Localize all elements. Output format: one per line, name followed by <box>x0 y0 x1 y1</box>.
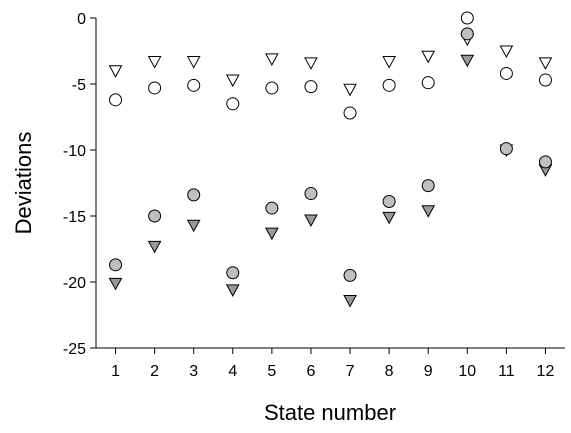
x-tick-label: 8 <box>385 363 394 380</box>
triangle-marker <box>382 211 396 225</box>
x-tick-label: 5 <box>267 363 276 380</box>
x-tick-label: 6 <box>307 363 316 380</box>
circle-marker <box>460 27 474 41</box>
x-tick-label: 4 <box>228 363 237 380</box>
circle-marker <box>538 73 552 87</box>
triangle-marker <box>186 219 201 233</box>
circle-marker <box>109 93 123 107</box>
circle-marker <box>499 142 513 156</box>
circle-marker <box>421 179 435 193</box>
data-points <box>108 11 553 308</box>
triangle-marker <box>147 240 162 254</box>
x-tick-label: 7 <box>346 363 355 380</box>
y-tick-label: -15 <box>63 209 86 226</box>
circle-marker <box>538 155 552 169</box>
circle-marker <box>187 188 201 202</box>
circle-marker <box>304 80 318 94</box>
triangle-marker <box>147 56 162 69</box>
axes: 0-5-10-15-20-251 2 3 4 5 6 7 8 9 10 11 12 <box>63 11 565 380</box>
triangle-marker <box>304 57 318 70</box>
circle-marker <box>265 201 279 215</box>
triangle-marker <box>265 53 279 66</box>
circle-marker <box>343 268 357 282</box>
y-tick-label: -20 <box>63 275 86 292</box>
triangle-marker <box>343 83 357 97</box>
circle-marker <box>109 258 123 272</box>
circle-marker <box>148 81 162 95</box>
triangle-marker <box>382 56 396 69</box>
x-axis-title: State number <box>264 400 396 425</box>
x-tick-label: 3 <box>189 363 198 380</box>
y-tick-label: -5 <box>72 77 86 94</box>
circle-marker <box>265 81 279 95</box>
triangle-marker <box>265 227 279 241</box>
triangle-marker <box>538 57 553 70</box>
y-axis-title: Deviations <box>11 132 36 235</box>
x-tick-label: 9 <box>424 363 433 380</box>
circle-marker <box>226 97 240 111</box>
triangle-marker <box>304 214 318 228</box>
triangle-marker <box>108 277 123 291</box>
circle-marker <box>382 78 396 92</box>
triangle-marker <box>499 45 514 59</box>
circle-marker <box>187 78 201 92</box>
triangle-marker <box>108 65 123 78</box>
x-tick-label: 11 <box>498 363 515 380</box>
triangle-marker <box>186 56 201 69</box>
y-tick-label: -10 <box>63 143 86 160</box>
circle-marker <box>343 106 357 120</box>
circle-marker <box>304 187 318 201</box>
y-tick-label: -25 <box>63 341 86 358</box>
x-tick-label: 12 <box>537 363 555 380</box>
triangle-marker <box>343 294 357 308</box>
triangle-marker <box>460 54 475 68</box>
circle-marker <box>499 66 513 80</box>
triangle-marker <box>421 205 436 218</box>
x-tick-label: 2 <box>150 363 159 380</box>
circle-marker <box>460 11 474 25</box>
x-tick-label: 1 <box>111 363 120 380</box>
y-tick-label: 0 <box>77 11 86 28</box>
triangle-marker <box>225 74 240 88</box>
triangle-marker <box>421 50 436 64</box>
triangle-marker <box>225 284 240 297</box>
circle-marker <box>421 76 435 90</box>
circle-marker <box>382 194 396 208</box>
circle-marker <box>148 209 162 223</box>
x-tick-label: 10 <box>458 363 476 380</box>
circle-marker <box>226 266 240 280</box>
